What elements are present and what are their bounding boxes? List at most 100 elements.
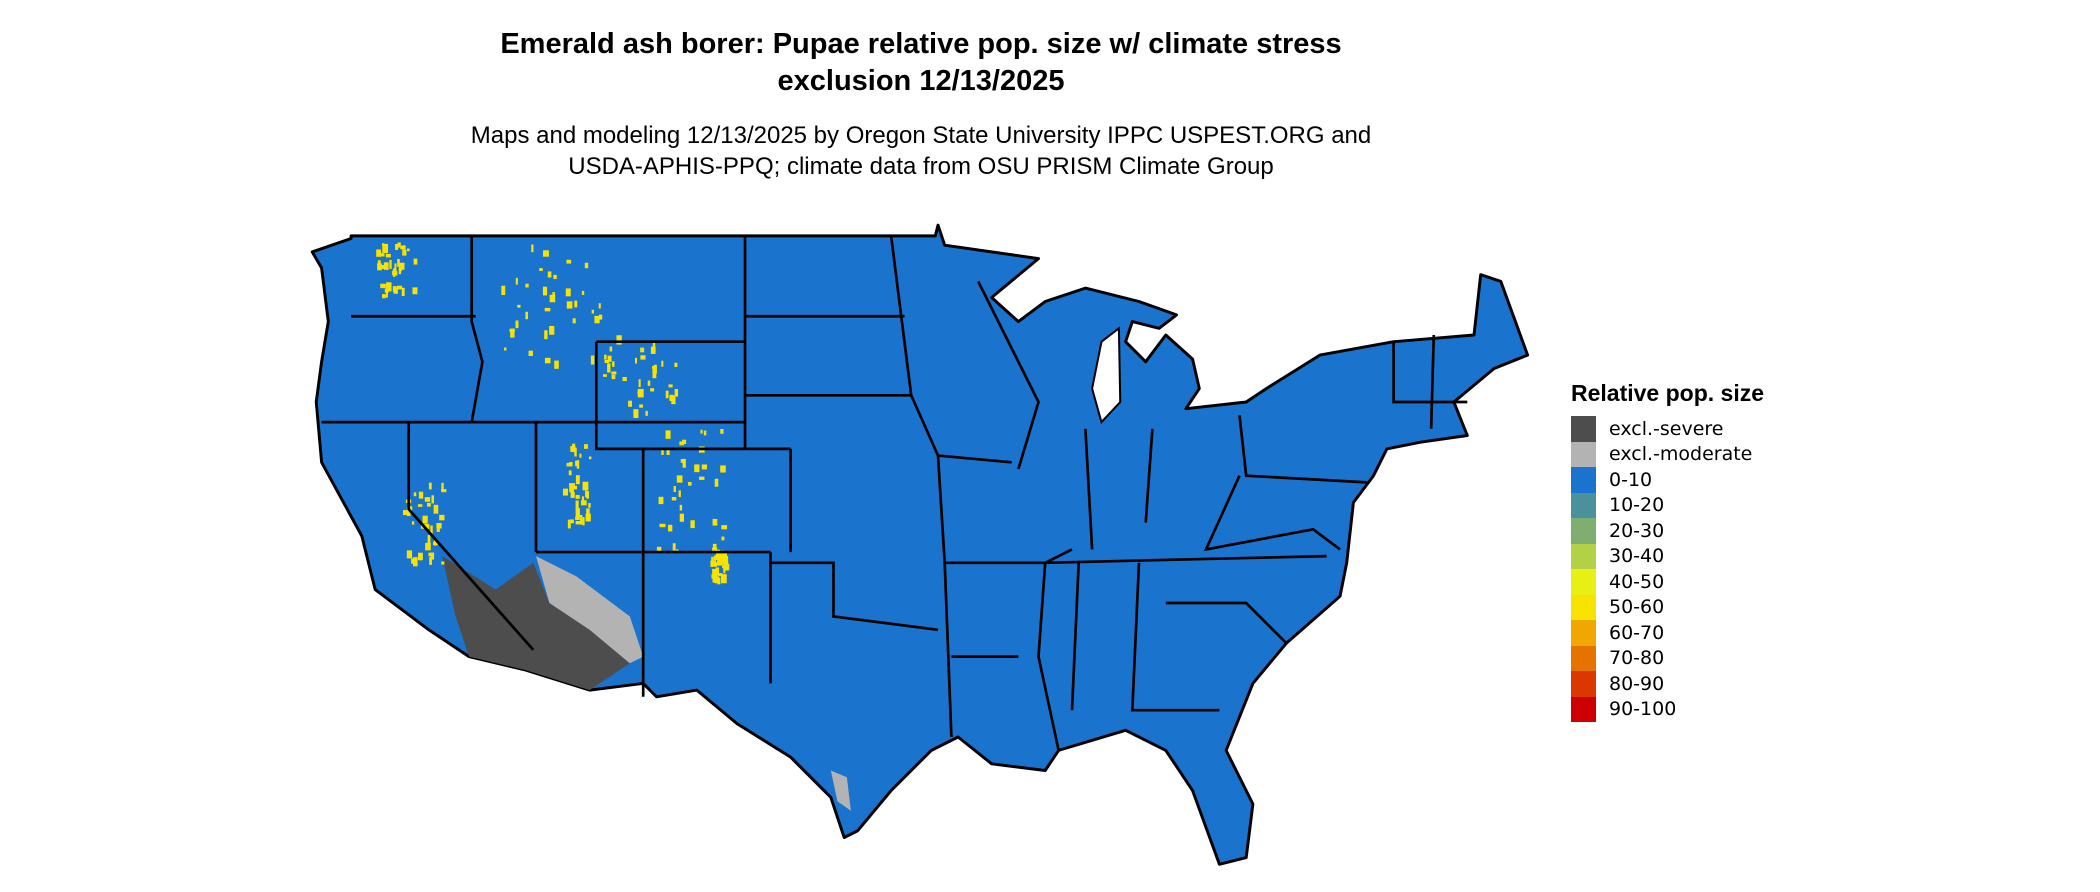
pop-50-60-patch — [586, 508, 590, 517]
pop-50-60-patch — [430, 525, 433, 534]
pop-50-60-patch — [565, 288, 571, 297]
pop-50-60-patch — [386, 282, 392, 292]
legend-label: 20-30 — [1609, 519, 1665, 542]
pop-50-60-patch — [515, 320, 519, 329]
pop-50-60-patch — [680, 459, 684, 463]
pop-50-60-patch — [399, 262, 405, 270]
pop-50-60-patch — [611, 371, 617, 375]
pop-50-60-patch — [665, 430, 671, 439]
legend-label: 50-60 — [1609, 596, 1665, 619]
pop-50-60-patch — [419, 556, 422, 561]
pop-50-60-patch — [640, 355, 646, 360]
legend-swatch — [1571, 671, 1596, 697]
pop-50-60-patch — [640, 347, 645, 353]
pop-50-60-patch — [575, 475, 580, 485]
map-subtitle: Maps and modeling 12/13/2025 by Oregon S… — [0, 120, 1842, 182]
legend-item: 20-30 — [1571, 518, 1764, 544]
pop-50-60-patch — [525, 283, 529, 288]
pop-50-60-patch — [401, 287, 405, 297]
pop-50-60-patch — [553, 274, 557, 280]
pop-50-60-patch — [594, 315, 600, 324]
pop-50-60-patch — [436, 523, 442, 529]
pop-50-60-patch — [598, 314, 603, 320]
pop-50-60-patch — [433, 504, 439, 514]
pop-50-60-patch — [607, 363, 611, 373]
legend-item: 0-10 — [1571, 467, 1764, 493]
legend-label: 70-80 — [1609, 647, 1665, 670]
legend-item: 70-80 — [1571, 645, 1764, 671]
pop-50-60-patch — [588, 502, 591, 508]
pop-50-60-patch — [402, 249, 407, 256]
pop-50-60-patch — [723, 558, 726, 563]
pop-50-60-patch — [430, 552, 435, 560]
pop-50-60-patch — [566, 259, 572, 264]
pop-50-60-patch — [400, 245, 404, 250]
legend-item: 30-40 — [1571, 543, 1764, 569]
legend-item: 10-20 — [1571, 492, 1764, 518]
pop-50-60-patch — [699, 476, 705, 480]
pop-50-60-patch — [417, 552, 423, 561]
pop-50-60-patch — [542, 286, 548, 296]
pop-50-60-patch — [579, 453, 582, 458]
pop-50-60-patch — [517, 304, 521, 308]
pop-50-60-patch — [439, 514, 445, 521]
pop-50-60-patch — [389, 259, 392, 269]
pop-50-60-patch — [661, 360, 664, 367]
pop-50-60-patch — [531, 244, 534, 253]
pop-50-60-patch — [712, 569, 715, 573]
pop-50-60-patch — [659, 523, 666, 528]
pop-50-60-patch — [575, 460, 579, 467]
legend-swatch — [1571, 645, 1596, 671]
legend-title: Relative pop. size — [1571, 380, 1765, 406]
pop-50-60-patch — [406, 550, 413, 559]
pop-50-60-patch — [673, 485, 676, 492]
legend-item: excl.-severe — [1571, 416, 1764, 442]
pop-50-60-patch — [406, 248, 410, 252]
pop-50-60-patch — [650, 388, 655, 392]
pop-50-60-patch — [544, 357, 551, 364]
pop-50-60-patch — [710, 560, 714, 567]
legend-label: 0-10 — [1609, 468, 1653, 491]
pop-50-60-patch — [547, 271, 552, 278]
pop-50-60-patch — [598, 303, 601, 309]
pop-50-60-patch — [427, 535, 431, 544]
pop-50-60-patch — [658, 496, 664, 505]
pop-50-60-patch — [582, 517, 585, 526]
pop-50-60-patch — [431, 495, 435, 504]
pop-50-60-patch — [650, 346, 656, 354]
legend-item: 80-90 — [1571, 671, 1764, 697]
pop-50-60-patch — [712, 562, 718, 567]
legend-label: 80-90 — [1609, 672, 1665, 695]
pop-50-60-patch — [703, 430, 707, 436]
legend-swatch — [1571, 416, 1596, 442]
pop-50-60-patch — [570, 519, 574, 524]
pop-50-60-patch — [581, 290, 585, 295]
pop-50-60-patch — [584, 262, 589, 269]
legend-swatch — [1571, 492, 1596, 518]
pop-50-60-patch — [413, 258, 418, 265]
pop-50-60-patch — [574, 447, 577, 457]
pop-50-60-patch — [382, 243, 389, 254]
pop-50-60-patch — [722, 574, 725, 579]
pop-50-60-patch — [566, 462, 572, 467]
pop-50-60-patch — [716, 549, 720, 558]
legend-item: 40-50 — [1571, 569, 1764, 595]
pop-50-60-patch — [441, 489, 447, 493]
pop-50-60-patch — [679, 513, 684, 522]
legend-label: 30-40 — [1609, 545, 1665, 568]
pop-50-60-patch — [397, 258, 400, 267]
pop-50-60-patch — [441, 561, 445, 565]
pop-50-60-patch — [666, 448, 670, 455]
pop-50-60-patch — [676, 549, 679, 553]
legend: Relative pop. size excl.-severe excl.-mod… — [1571, 380, 1764, 722]
pop-50-60-patch — [616, 335, 622, 345]
pop-50-60-patch — [570, 492, 575, 498]
legend-label: 10-20 — [1609, 494, 1665, 517]
pop-50-60-patch — [393, 287, 398, 294]
pop-50-60-patch — [562, 488, 569, 496]
legend-item: excl.-moderate — [1571, 441, 1764, 467]
pop-50-60-patch — [652, 342, 656, 348]
pop-50-60-patch — [712, 543, 717, 550]
pop-50-60-patch — [572, 443, 576, 453]
pop-50-60-patch — [674, 362, 678, 368]
